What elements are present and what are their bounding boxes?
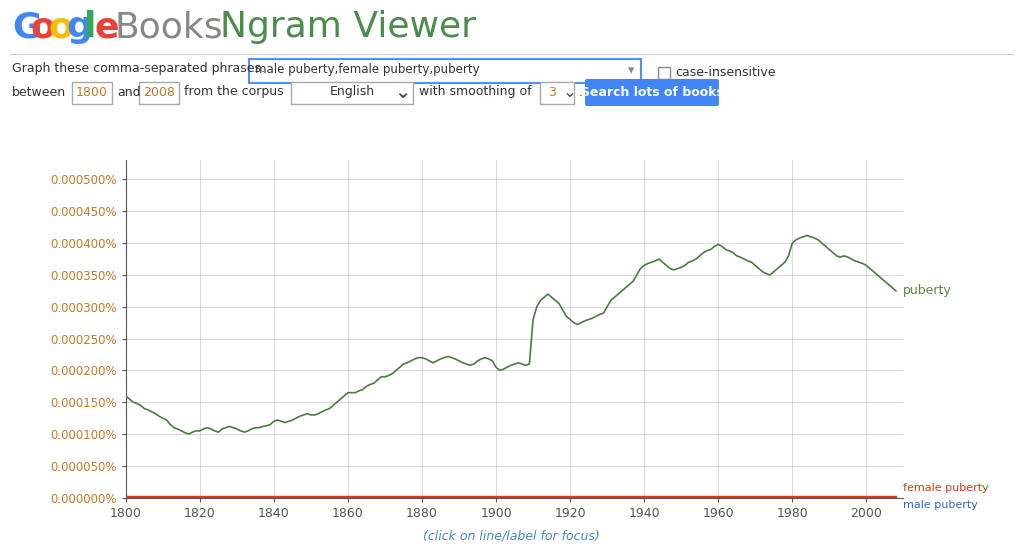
FancyBboxPatch shape: [658, 67, 670, 79]
Text: female puberty: female puberty: [903, 483, 988, 493]
Text: with smoothing of: with smoothing of: [419, 86, 532, 98]
Text: from the corpus: from the corpus: [184, 86, 283, 98]
Text: l: l: [84, 10, 96, 44]
FancyBboxPatch shape: [72, 82, 112, 104]
Text: e: e: [94, 10, 119, 44]
Text: 1800: 1800: [76, 86, 108, 98]
Text: Books: Books: [115, 10, 224, 44]
Text: o: o: [30, 10, 55, 44]
Text: ▾: ▾: [628, 65, 634, 77]
Text: male puberty,female puberty,puberty: male puberty,female puberty,puberty: [255, 63, 480, 76]
Text: (click on line/label for focus): (click on line/label for focus): [424, 529, 599, 542]
Text: 3: 3: [548, 86, 555, 98]
Text: Ngram Viewer: Ngram Viewer: [220, 10, 476, 44]
FancyBboxPatch shape: [139, 82, 179, 104]
Text: between: between: [12, 86, 66, 98]
FancyBboxPatch shape: [540, 82, 574, 104]
Text: g: g: [66, 10, 92, 44]
Text: .: .: [579, 86, 583, 98]
Text: Graph these comma-separated phrases:: Graph these comma-separated phrases:: [12, 62, 265, 75]
Text: male puberty: male puberty: [903, 499, 978, 509]
Text: case-insensitive: case-insensitive: [675, 66, 775, 80]
FancyBboxPatch shape: [249, 59, 641, 83]
Text: puberty: puberty: [903, 284, 951, 298]
Text: ⌄: ⌄: [563, 83, 577, 101]
Text: and: and: [117, 86, 140, 98]
FancyBboxPatch shape: [585, 79, 719, 106]
Text: G: G: [12, 10, 42, 44]
Text: 2008: 2008: [143, 86, 175, 98]
Text: English: English: [330, 86, 375, 98]
FancyBboxPatch shape: [291, 82, 413, 104]
Text: o: o: [48, 10, 73, 44]
Text: Search lots of books: Search lots of books: [581, 86, 723, 98]
Text: ⌄: ⌄: [394, 82, 410, 102]
